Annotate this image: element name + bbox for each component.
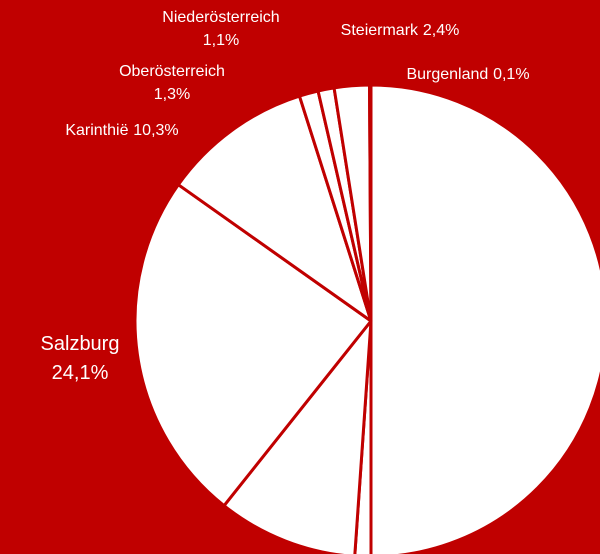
pie-slice — [369, 83, 600, 554]
slice-label: Salzburg 24,1% — [41, 333, 120, 384]
slice-label-value: 1,1% — [203, 32, 239, 49]
slice-label: Steiermark 2,4% — [341, 22, 460, 39]
pie-slice — [133, 183, 373, 508]
slice-label: Oberösterreich 1,3% — [119, 63, 225, 103]
slice-label-name: Salzburg — [41, 333, 120, 355]
slice-label-name: Oberösterreich — [119, 63, 225, 80]
slice-label: Niederösterreich 1,1% — [162, 9, 279, 49]
slice-label-name: Niederösterreich — [162, 9, 279, 26]
pie-slice — [368, 83, 373, 323]
slice-label-value: 2,4% — [423, 22, 459, 39]
slice-label-value: 0,1% — [493, 66, 529, 83]
slice-label-name: Steiermark — [341, 22, 419, 39]
slice-label-name: Karinthië — [65, 122, 128, 139]
slice-label-value: 1,3% — [154, 86, 190, 103]
slice-label: Karinthië 10,3% — [65, 122, 178, 139]
pie-slice — [176, 94, 373, 323]
slice-label-value: 10,3% — [133, 122, 178, 139]
slice-label-value: 24,1% — [52, 362, 109, 384]
slice-label-name: Burgenland — [406, 66, 488, 83]
pie-slice — [222, 319, 373, 554]
slice-label: Burgenland 0,1% — [406, 66, 529, 83]
